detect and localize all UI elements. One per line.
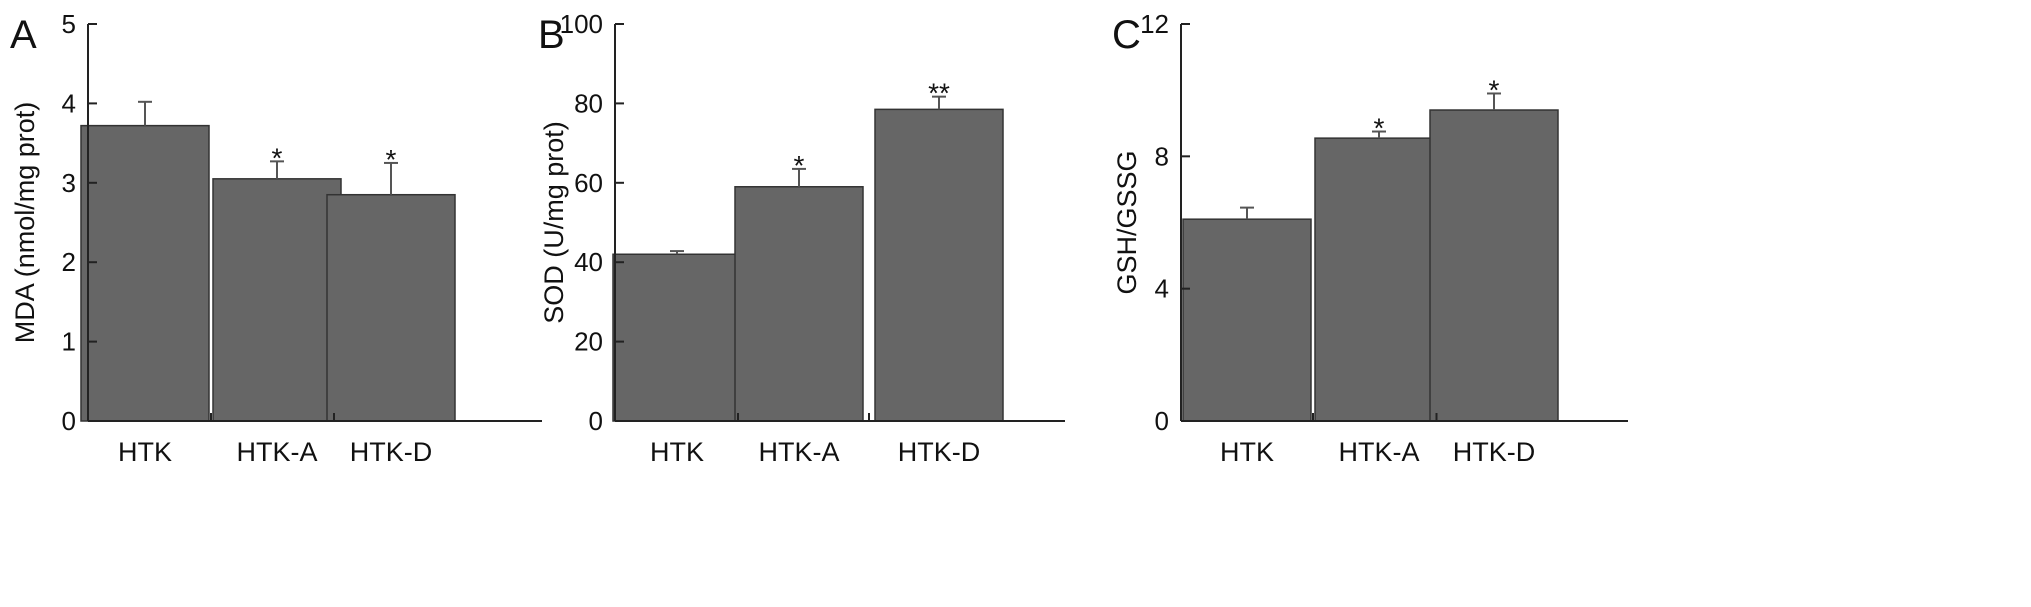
y-tick-label: 2 xyxy=(62,247,76,277)
y-tick-label: 80 xyxy=(574,88,603,118)
bar xyxy=(326,193,456,422)
y-axis-title: MDA (nmol/mg prot) xyxy=(10,102,40,344)
bar xyxy=(1182,218,1312,422)
bar xyxy=(212,178,342,422)
panel-letter: B xyxy=(538,13,565,57)
significance-mark: ** xyxy=(928,78,950,109)
x-tick-label: HTK-A xyxy=(1339,437,1420,467)
y-tick-label: 0 xyxy=(62,406,76,436)
y-tick-label: 4 xyxy=(62,88,76,118)
significance-mark: * xyxy=(386,144,397,175)
y-tick-label: 20 xyxy=(574,327,603,357)
y-tick-label: 0 xyxy=(589,406,603,436)
bar xyxy=(1314,137,1444,422)
x-tick-label: HTK-D xyxy=(898,437,981,467)
x-tick-label: HTK xyxy=(118,437,172,467)
y-tick-label: 3 xyxy=(62,168,76,198)
x-tick-label: HTK xyxy=(650,437,704,467)
significance-mark: * xyxy=(272,142,283,173)
y-tick-label: 40 xyxy=(574,247,603,277)
bar xyxy=(874,108,1004,422)
y-tick-label: 8 xyxy=(1155,141,1169,171)
panel-letter: A xyxy=(10,13,37,57)
x-tick-label: HTK-A xyxy=(237,437,318,467)
y-axis-title: SOD (U/mg prot) xyxy=(539,121,569,324)
bar xyxy=(1429,109,1559,422)
significance-mark: * xyxy=(1489,74,1500,105)
x-tick-label: HTK-D xyxy=(1453,437,1536,467)
bar xyxy=(80,124,210,422)
bar xyxy=(734,186,864,422)
panel-letter: C xyxy=(1112,13,1141,57)
significance-mark: * xyxy=(794,150,805,181)
y-tick-label: 60 xyxy=(574,168,603,198)
bar xyxy=(612,253,742,422)
x-tick-label: HTK xyxy=(1220,437,1274,467)
x-tick-label: HTK-A xyxy=(759,437,840,467)
y-tick-label: 12 xyxy=(1140,9,1169,39)
x-tick-label: HTK-D xyxy=(350,437,433,467)
y-tick-label: 5 xyxy=(62,9,76,39)
y-tick-label: 0 xyxy=(1155,406,1169,436)
y-tick-label: 4 xyxy=(1155,274,1169,304)
y-axis-title: GSH/GSSG xyxy=(1112,150,1142,294)
y-tick-label: 100 xyxy=(560,9,603,39)
significance-mark: * xyxy=(1374,113,1385,144)
y-tick-label: 1 xyxy=(62,327,76,357)
